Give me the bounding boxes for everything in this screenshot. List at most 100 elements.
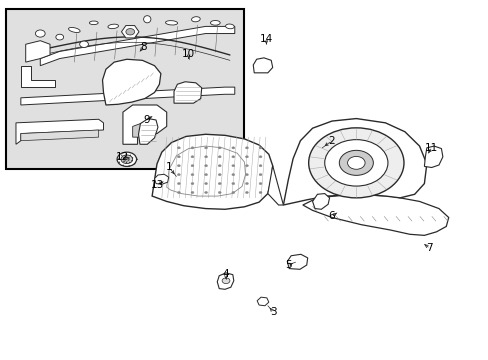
Circle shape xyxy=(132,157,133,158)
Polygon shape xyxy=(154,174,168,184)
Circle shape xyxy=(231,192,234,194)
Ellipse shape xyxy=(89,21,98,24)
Circle shape xyxy=(130,155,131,156)
Polygon shape xyxy=(138,118,158,144)
Circle shape xyxy=(231,147,234,149)
Circle shape xyxy=(339,150,372,175)
Circle shape xyxy=(218,156,221,158)
Circle shape xyxy=(191,174,194,176)
Polygon shape xyxy=(21,87,234,105)
Circle shape xyxy=(259,174,262,176)
Ellipse shape xyxy=(143,16,151,23)
Polygon shape xyxy=(21,66,55,87)
Polygon shape xyxy=(424,146,442,167)
Circle shape xyxy=(218,147,221,149)
Circle shape xyxy=(324,140,387,186)
Polygon shape xyxy=(253,58,272,73)
Text: 4: 4 xyxy=(222,269,229,279)
Circle shape xyxy=(177,156,180,158)
Circle shape xyxy=(245,156,248,158)
Polygon shape xyxy=(312,194,329,209)
Circle shape xyxy=(177,192,180,194)
Text: 7: 7 xyxy=(425,243,432,253)
Circle shape xyxy=(56,34,63,40)
Polygon shape xyxy=(16,119,103,144)
Circle shape xyxy=(119,162,120,163)
Circle shape xyxy=(245,147,248,149)
Circle shape xyxy=(218,192,221,194)
Circle shape xyxy=(126,157,127,158)
Circle shape xyxy=(126,162,127,163)
Text: 2: 2 xyxy=(328,136,335,146)
Ellipse shape xyxy=(165,21,177,25)
Circle shape xyxy=(191,192,194,194)
Circle shape xyxy=(259,192,262,194)
Circle shape xyxy=(80,41,88,48)
Text: 10: 10 xyxy=(182,49,195,59)
Polygon shape xyxy=(302,194,448,235)
Circle shape xyxy=(259,147,262,149)
Ellipse shape xyxy=(108,24,118,28)
Circle shape xyxy=(122,159,123,160)
Text: 1: 1 xyxy=(165,162,172,172)
Circle shape xyxy=(218,165,221,167)
Text: 13: 13 xyxy=(150,180,163,190)
Polygon shape xyxy=(257,297,268,306)
Polygon shape xyxy=(152,134,272,209)
Polygon shape xyxy=(287,254,307,269)
Text: 11: 11 xyxy=(424,143,437,153)
Polygon shape xyxy=(267,166,283,205)
Circle shape xyxy=(134,163,135,164)
Circle shape xyxy=(308,128,403,198)
Circle shape xyxy=(131,160,132,161)
Circle shape xyxy=(191,165,194,167)
Polygon shape xyxy=(26,41,50,62)
Polygon shape xyxy=(283,118,426,205)
Circle shape xyxy=(125,157,126,158)
Circle shape xyxy=(245,174,248,176)
Polygon shape xyxy=(174,82,201,103)
Circle shape xyxy=(177,183,180,185)
Circle shape xyxy=(129,162,130,163)
Circle shape xyxy=(204,183,207,185)
Ellipse shape xyxy=(191,17,200,22)
Circle shape xyxy=(245,192,248,194)
Polygon shape xyxy=(21,130,99,141)
Circle shape xyxy=(177,165,180,167)
Circle shape xyxy=(127,158,128,159)
Circle shape xyxy=(122,165,123,166)
Polygon shape xyxy=(217,273,233,289)
Circle shape xyxy=(218,183,221,185)
Circle shape xyxy=(118,158,119,159)
Polygon shape xyxy=(102,59,161,105)
Circle shape xyxy=(123,161,124,162)
Circle shape xyxy=(177,147,180,149)
Circle shape xyxy=(177,174,180,176)
Circle shape xyxy=(35,30,45,37)
Circle shape xyxy=(231,183,234,185)
Circle shape xyxy=(245,183,248,185)
Circle shape xyxy=(222,278,229,284)
Circle shape xyxy=(204,192,207,194)
Text: 8: 8 xyxy=(140,42,146,52)
Circle shape xyxy=(204,147,207,149)
Circle shape xyxy=(231,174,234,176)
Text: 3: 3 xyxy=(270,307,276,317)
Text: 12: 12 xyxy=(115,153,128,162)
Circle shape xyxy=(191,183,194,185)
Text: 9: 9 xyxy=(142,115,149,125)
Bar xyxy=(6,9,244,169)
Ellipse shape xyxy=(225,24,234,29)
Circle shape xyxy=(191,147,194,149)
Polygon shape xyxy=(121,26,139,38)
Circle shape xyxy=(204,156,207,158)
Text: 6: 6 xyxy=(328,211,335,221)
Circle shape xyxy=(218,174,221,176)
Circle shape xyxy=(245,165,248,167)
Ellipse shape xyxy=(68,27,80,32)
Circle shape xyxy=(204,174,207,176)
Circle shape xyxy=(121,155,132,163)
Circle shape xyxy=(121,155,122,156)
Circle shape xyxy=(125,28,134,35)
Circle shape xyxy=(191,156,194,158)
